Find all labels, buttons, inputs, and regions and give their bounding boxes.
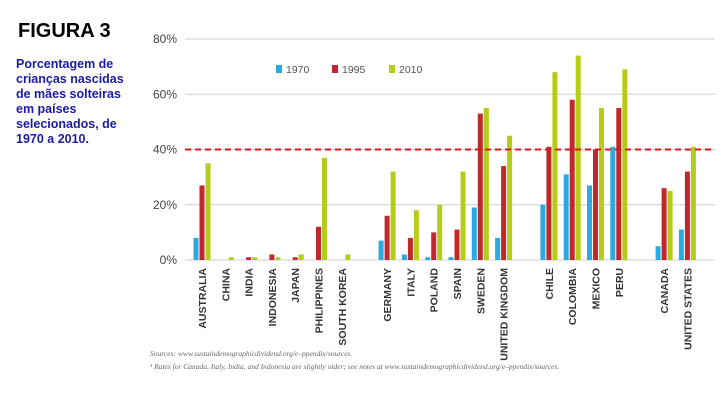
bar-1995 [199,185,205,260]
y-tick-label: 40% [153,143,177,157]
x-tick-label: POLAND [429,268,441,313]
bar-1970 [610,146,616,260]
bar-2010 [228,257,234,260]
bar-2010 [667,190,673,260]
bar-2010 [205,163,211,260]
bar-1995 [477,113,483,261]
bar-1970 [540,204,546,260]
bar-2010 [322,157,327,260]
bar-1970 [425,257,431,260]
x-tick-label: MEXICO [591,268,603,309]
bar-1995 [246,257,252,260]
legend-swatch-1970 [276,65,282,73]
bar-2010 [437,204,443,260]
bar-1970 [193,237,199,260]
x-tick-label: INDIA [244,268,256,297]
bar-1970 [587,185,592,260]
bar-1995 [431,232,437,260]
x-tick-label: CHILE [544,268,556,300]
bar-1995 [269,254,275,260]
figure-caption: Porcentagem de crianças nascidas de mães… [16,57,124,146]
x-tick-label: CHINA [220,268,232,302]
legend-label-2010: 2010 [399,64,423,76]
bar-1995 [569,99,575,261]
x-tick-label: SPAIN [452,268,464,299]
y-tick-label: 60% [153,87,177,101]
y-tick-label: 0% [160,253,178,267]
x-tick-label: GERMANY [382,268,394,322]
bar-2010 [552,72,558,261]
bar-2010 [460,171,466,260]
legend-swatch-1995 [332,65,338,73]
x-tick-label: COLOMBIA [567,268,579,326]
bar-1970 [655,246,661,260]
x-tick-label: JAPAN [290,268,302,303]
bar-1970 [378,240,384,260]
y-tick-label: 80% [153,32,177,46]
bar-2010 [622,69,628,260]
bar-2010 [413,210,419,260]
bar-2010 [507,135,513,260]
x-tick-label: INDONESIA [267,268,279,327]
bar-2010 [575,55,581,261]
footnote: ¹ Rates for Canada, Italy, India, and In… [150,362,560,371]
figure-label: FIGURA 3 [18,20,111,42]
bar-1970 [678,229,684,260]
bar-1995 [316,226,321,260]
legend-swatch-2010 [389,65,395,73]
x-tick-label: CANADA [659,268,671,314]
bar-1995 [684,171,690,260]
bar-2010 [390,171,396,260]
bar-2010 [599,108,604,260]
x-tick-label: SOUTH KOREA [337,268,349,346]
legend-label-1995: 1995 [342,64,366,76]
x-tick-label: PHILIPPINES [314,268,326,333]
bar-1995 [593,149,598,260]
bar-1970 [563,174,569,260]
legend-label-1970: 1970 [286,64,310,76]
bar-1970 [471,207,477,260]
x-tick-label: SWEDEN [475,268,487,314]
bar-1970 [448,257,454,260]
bar-2010 [298,254,304,260]
bar-1995 [616,108,622,260]
bar-1995 [292,257,298,260]
bar-2010 [345,254,351,260]
bar-1995 [546,146,552,260]
bar-2010 [252,257,258,260]
bar-1995 [501,166,507,260]
bar-2010 [690,146,696,260]
x-tick-label: UNITED STATES [682,268,694,350]
bar-1995 [407,237,413,260]
bar-2010 [275,257,281,260]
bar-1995 [384,215,390,260]
bar-2010 [483,108,489,260]
source-note: Sources: www.sustaindemographicdividend.… [150,349,353,358]
bar-1970 [401,254,407,260]
bar-1995 [454,229,460,260]
bar-1995 [661,188,667,260]
x-tick-label: PERU [614,268,626,297]
x-tick-label: AUSTRALIA [197,268,209,329]
x-tick-label: UNITED KINGDOM [499,268,511,361]
y-tick-label: 20% [153,198,177,212]
bar-1970 [495,237,501,260]
x-tick-label: ITALY [405,268,417,297]
